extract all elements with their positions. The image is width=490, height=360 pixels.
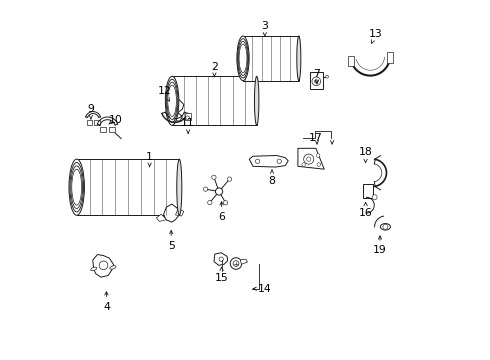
Bar xyxy=(77,159,179,215)
Circle shape xyxy=(230,258,242,269)
Polygon shape xyxy=(93,255,114,277)
Circle shape xyxy=(317,163,320,166)
Text: 12: 12 xyxy=(158,86,172,96)
Text: 13: 13 xyxy=(368,29,382,39)
Text: 1: 1 xyxy=(146,152,153,162)
Text: 14: 14 xyxy=(258,284,271,294)
Text: 10: 10 xyxy=(108,114,122,125)
Circle shape xyxy=(223,201,228,205)
Ellipse shape xyxy=(238,41,247,75)
Circle shape xyxy=(227,177,232,181)
Bar xyxy=(243,36,299,81)
Circle shape xyxy=(316,154,320,157)
Ellipse shape xyxy=(165,76,179,125)
Circle shape xyxy=(99,261,108,270)
Bar xyxy=(94,120,99,125)
Polygon shape xyxy=(175,209,184,216)
Circle shape xyxy=(219,257,223,261)
Ellipse shape xyxy=(69,159,84,215)
Ellipse shape xyxy=(168,85,176,117)
Bar xyxy=(109,127,115,132)
Bar xyxy=(310,72,323,89)
Bar xyxy=(387,53,393,63)
Circle shape xyxy=(255,159,260,163)
Circle shape xyxy=(307,157,311,161)
Circle shape xyxy=(312,77,320,86)
Text: 8: 8 xyxy=(269,176,275,186)
Text: 15: 15 xyxy=(215,273,228,283)
Polygon shape xyxy=(298,148,324,169)
Polygon shape xyxy=(164,204,179,222)
Text: 9: 9 xyxy=(88,104,95,114)
Ellipse shape xyxy=(167,82,177,120)
Text: 4: 4 xyxy=(103,302,110,312)
Ellipse shape xyxy=(71,166,83,208)
Ellipse shape xyxy=(70,162,83,212)
Circle shape xyxy=(326,75,328,78)
Circle shape xyxy=(315,80,318,83)
Circle shape xyxy=(233,261,239,266)
Text: 16: 16 xyxy=(359,208,372,218)
Text: 17: 17 xyxy=(308,132,322,143)
Text: 18: 18 xyxy=(359,147,372,157)
Ellipse shape xyxy=(254,76,259,125)
Text: 6: 6 xyxy=(218,212,225,222)
Circle shape xyxy=(208,201,212,205)
Circle shape xyxy=(372,195,377,200)
Text: 7: 7 xyxy=(314,69,320,79)
Polygon shape xyxy=(214,253,228,265)
Bar xyxy=(172,76,257,125)
Text: 3: 3 xyxy=(261,21,268,31)
Circle shape xyxy=(216,188,222,195)
Circle shape xyxy=(203,187,208,191)
Ellipse shape xyxy=(166,79,178,122)
Polygon shape xyxy=(156,214,167,221)
Ellipse shape xyxy=(91,267,97,271)
Ellipse shape xyxy=(238,39,248,78)
Ellipse shape xyxy=(239,44,247,73)
Text: 11: 11 xyxy=(181,118,195,128)
Ellipse shape xyxy=(177,159,182,215)
Text: 19: 19 xyxy=(373,245,387,255)
Polygon shape xyxy=(240,259,247,264)
Text: 5: 5 xyxy=(168,240,174,251)
Bar xyxy=(100,127,105,132)
Bar xyxy=(87,120,93,125)
Ellipse shape xyxy=(72,169,82,205)
Polygon shape xyxy=(249,156,288,167)
Ellipse shape xyxy=(110,266,116,269)
Circle shape xyxy=(277,159,281,163)
Ellipse shape xyxy=(297,36,301,81)
Text: 2: 2 xyxy=(211,62,218,72)
Ellipse shape xyxy=(380,224,391,230)
Circle shape xyxy=(212,175,216,180)
Bar xyxy=(363,184,373,198)
Bar xyxy=(185,113,191,120)
Circle shape xyxy=(304,154,314,164)
Circle shape xyxy=(383,224,388,229)
Circle shape xyxy=(186,116,190,120)
Circle shape xyxy=(302,163,305,166)
Polygon shape xyxy=(170,99,184,121)
Ellipse shape xyxy=(237,36,249,81)
Bar xyxy=(348,56,354,66)
